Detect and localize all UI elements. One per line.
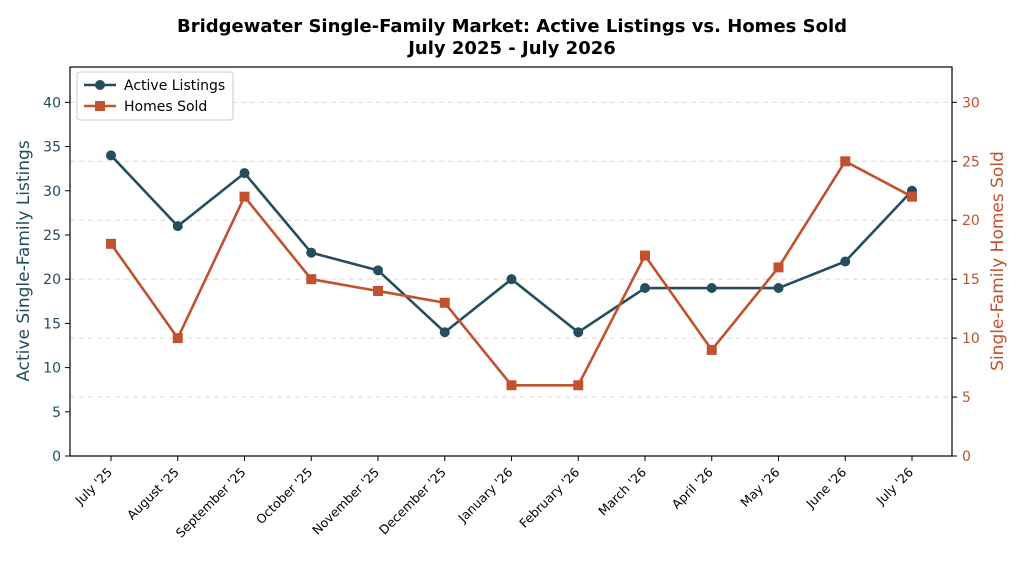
data-point-homes-sold bbox=[506, 380, 517, 391]
chart-title: Bridgewater Single-Family Market: Active… bbox=[0, 16, 1024, 60]
y-tick-label-left: 0 bbox=[52, 449, 61, 465]
legend-marker-square-icon bbox=[95, 101, 105, 111]
chart-subtitle-line: July 2025 - July 2026 bbox=[408, 38, 616, 59]
x-tick-label: May '26 bbox=[737, 464, 782, 509]
y-tick-label-left: 10 bbox=[43, 361, 61, 377]
y-tick-label-left: 15 bbox=[43, 316, 61, 332]
data-point-homes-sold bbox=[172, 333, 183, 344]
y-tick-label-left: 25 bbox=[43, 228, 61, 244]
axes: 0 5 10 15 20 25 30 35 40 0 5 10 15 20 25 30 July '25 Augu… bbox=[43, 95, 980, 540]
data-point-homes-sold bbox=[640, 250, 650, 261]
x-tick-label: July '25 bbox=[71, 465, 115, 509]
x-tick-label: July '26 bbox=[872, 464, 916, 508]
data-point-active-listings bbox=[439, 327, 450, 338]
y-tick-label-right: 0 bbox=[962, 449, 971, 465]
y-tick-label-left: 20 bbox=[43, 272, 61, 288]
x-tick-label: January '26 bbox=[454, 464, 515, 525]
data-point-active-listings bbox=[106, 150, 116, 161]
y-axis-title-right: Single-Family Homes Sold bbox=[988, 151, 1008, 371]
data-point-homes-sold bbox=[840, 156, 851, 167]
data-point-active-listings bbox=[306, 247, 317, 258]
y-tick-label-right: 15 bbox=[962, 272, 980, 288]
legend-label-homes-sold: Homes Sold bbox=[124, 99, 207, 115]
legend: Active Listings Homes Sold bbox=[76, 71, 234, 121]
data-point-homes-sold bbox=[306, 274, 317, 285]
y-tick-label-right: 10 bbox=[962, 331, 980, 347]
data-point-homes-sold bbox=[773, 262, 784, 273]
data-point-homes-sold bbox=[907, 191, 917, 202]
y-tick-label-left: 30 bbox=[43, 184, 61, 200]
x-tick-label: August '25 bbox=[124, 465, 182, 523]
data-point-homes-sold bbox=[439, 297, 450, 308]
data-point-active-listings bbox=[773, 283, 784, 294]
data-point-homes-sold bbox=[573, 380, 584, 391]
y-tick-label-left: 5 bbox=[52, 405, 61, 421]
x-tick-label: June '26 bbox=[802, 464, 849, 511]
legend-marker-circle-icon bbox=[95, 80, 105, 90]
data-point-active-listings bbox=[373, 265, 383, 276]
data-point-homes-sold bbox=[106, 238, 116, 249]
data-point-active-listings bbox=[640, 283, 650, 294]
y-tick-label-right: 25 bbox=[962, 154, 980, 170]
data-point-homes-sold bbox=[373, 285, 383, 296]
data-point-active-listings bbox=[573, 327, 584, 338]
x-tick-label: March '26 bbox=[595, 464, 649, 518]
y-tick-label-right: 30 bbox=[962, 95, 980, 111]
y-tick-label-right: 20 bbox=[962, 213, 980, 229]
x-tick-label: April '26 bbox=[669, 464, 716, 511]
chart-title-line: Bridgewater Single-Family Market: Active… bbox=[176, 16, 848, 37]
x-tick-label: December '25 bbox=[376, 465, 449, 538]
x-tick-label: February '26 bbox=[516, 464, 582, 530]
gridlines bbox=[70, 101, 952, 398]
y-tick-label-left: 35 bbox=[43, 140, 61, 156]
y-axis-title-left: Active Single-Family Listings bbox=[14, 140, 34, 381]
plot-frame bbox=[69, 66, 953, 457]
x-tick-label: October '25 bbox=[253, 465, 315, 527]
data-point-homes-sold bbox=[706, 344, 717, 355]
y-tick-label-right: 5 bbox=[962, 390, 971, 406]
x-tick-label: November '25 bbox=[309, 465, 382, 538]
y-tick-label-left: 40 bbox=[43, 95, 61, 111]
data-point-active-listings bbox=[840, 256, 851, 267]
series-layer bbox=[106, 150, 917, 391]
data-point-active-listings bbox=[239, 168, 250, 179]
x-tick-label: September '25 bbox=[173, 465, 249, 541]
data-point-active-listings bbox=[506, 274, 517, 285]
data-point-homes-sold bbox=[239, 191, 250, 202]
data-point-active-listings bbox=[706, 283, 717, 294]
series-line-homes-sold bbox=[109, 160, 913, 387]
data-point-active-listings bbox=[172, 221, 183, 232]
legend-label-active-listings: Active Listings bbox=[124, 78, 225, 94]
